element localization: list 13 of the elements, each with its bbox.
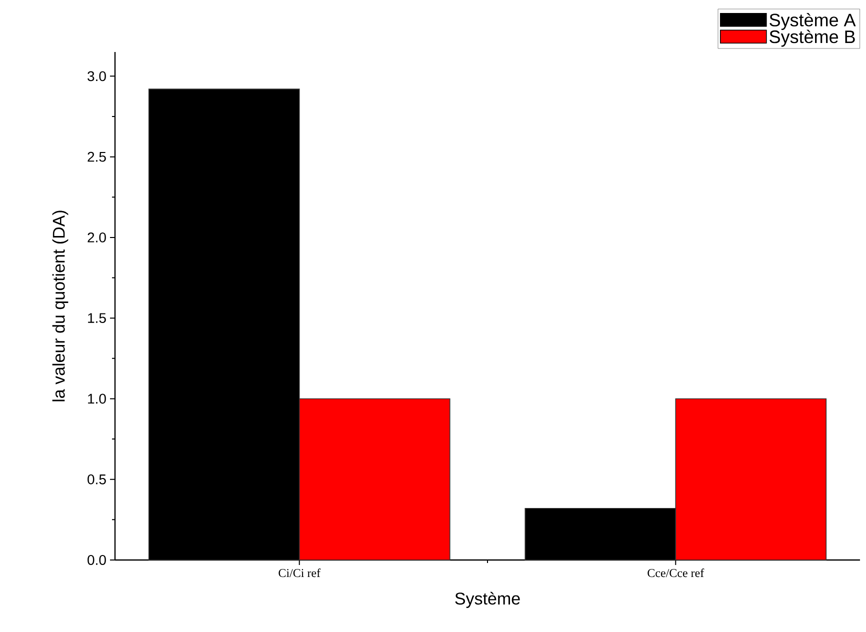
y-tick-label: 3.0 [88,71,106,82]
x-tick-label: Ci/Ci ref [278,568,321,578]
y-tick-label: 2.0 [88,232,106,242]
legend-label: Système B [770,30,855,47]
y-tick-label: 0.5 [88,474,106,484]
y-axis-title: la valeur du quotient (DA) [52,210,68,402]
y-tick-label: 1.5 [88,313,106,323]
legend-label: Système A [770,13,856,30]
y-tick-label: 1.0 [88,394,106,404]
x-tick-label: Cce/Cce ref [648,568,704,578]
y-tick-label: 0.0 [88,555,106,565]
x-axis-title: Système [455,592,520,608]
y-tick-label: 2.5 [88,152,106,162]
